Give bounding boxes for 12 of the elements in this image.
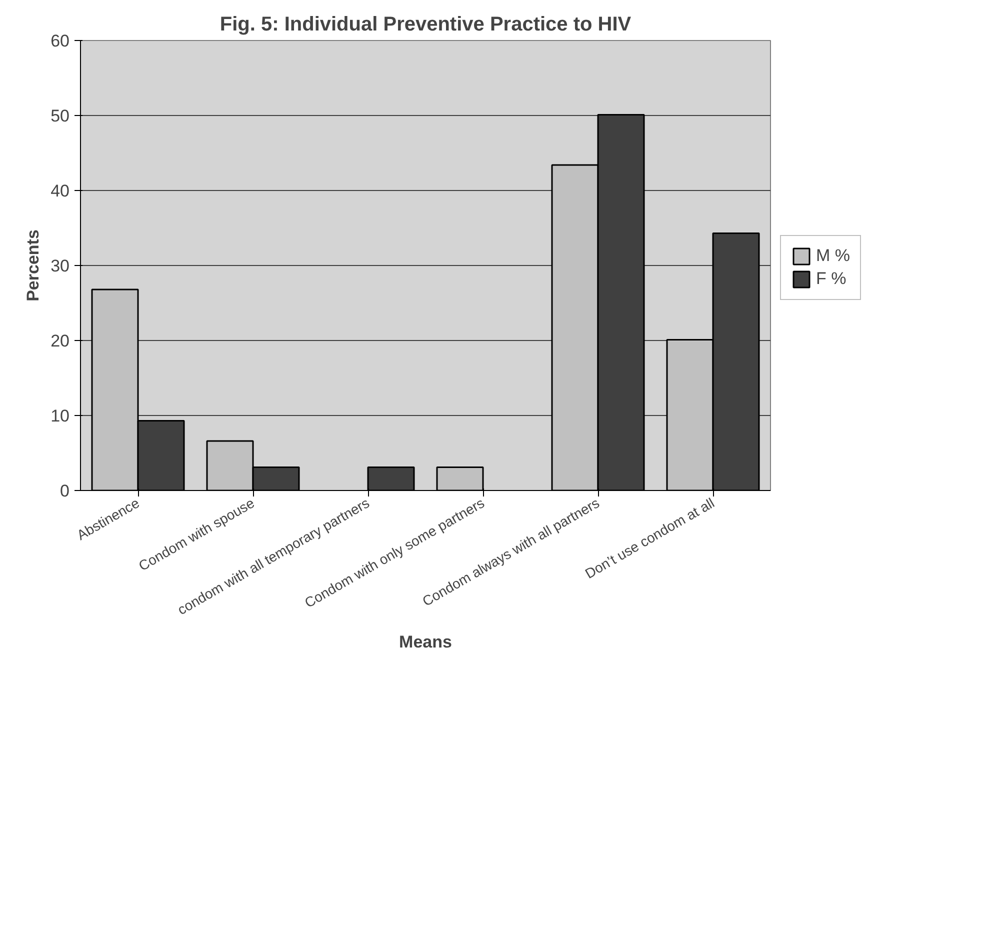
y-tick-label: 40 <box>50 182 70 200</box>
chart-title: Fig. 5: Individual Preventive Practice to HIV <box>220 14 632 36</box>
y-tick-label: 60 <box>50 32 70 50</box>
y-tick-label: 50 <box>50 106 70 126</box>
y-tick-label: 30 <box>50 256 70 276</box>
y-tick-label: 0 <box>60 482 70 500</box>
y-tick-label: 20 <box>50 332 70 350</box>
y-axis-title: Percents <box>24 230 43 302</box>
x-axis-title: Means <box>399 632 452 652</box>
y-tick-label: 10 <box>50 406 70 426</box>
legend-label: M % <box>816 246 850 266</box>
legend-label: F % <box>816 269 846 289</box>
